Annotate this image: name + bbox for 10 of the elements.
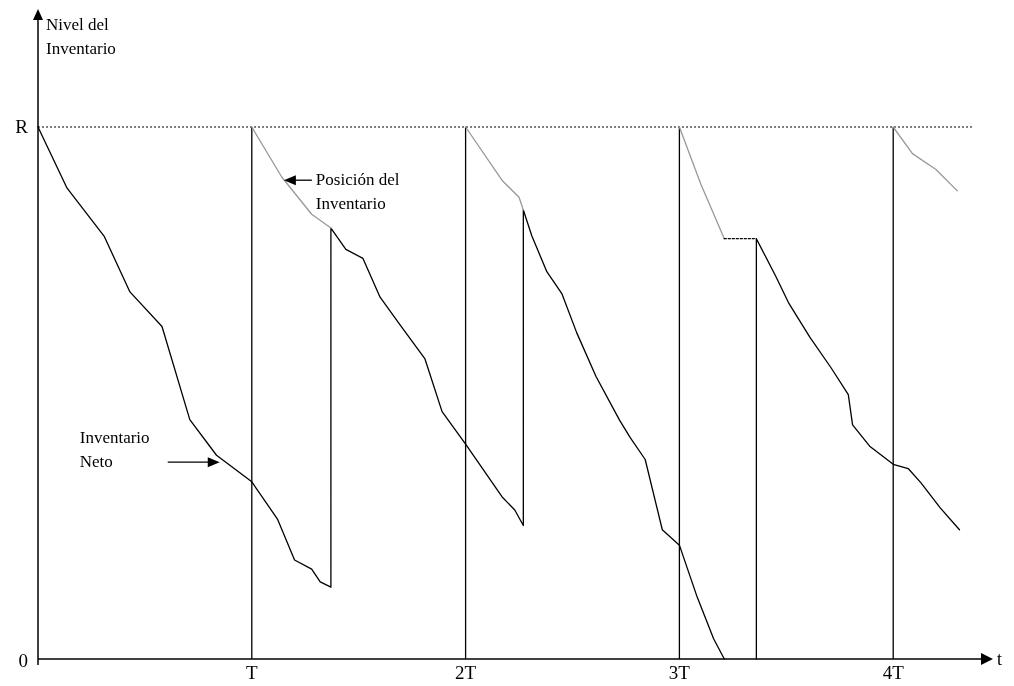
annotation: Inventario Neto bbox=[79, 428, 150, 472]
y-axis-title: Nivel del Inventario bbox=[46, 15, 116, 58]
x-tick-label: 4T bbox=[882, 662, 905, 683]
annotation: Posición del Inventario bbox=[315, 170, 400, 214]
x-tick-label: 3T bbox=[668, 662, 691, 683]
x-tick-label: 2T bbox=[455, 662, 477, 683]
ref-line-label: R bbox=[15, 116, 29, 137]
x-axis-title: t bbox=[997, 649, 1003, 669]
x-tick-label: T bbox=[246, 662, 258, 683]
text: 0 bbox=[18, 650, 28, 671]
